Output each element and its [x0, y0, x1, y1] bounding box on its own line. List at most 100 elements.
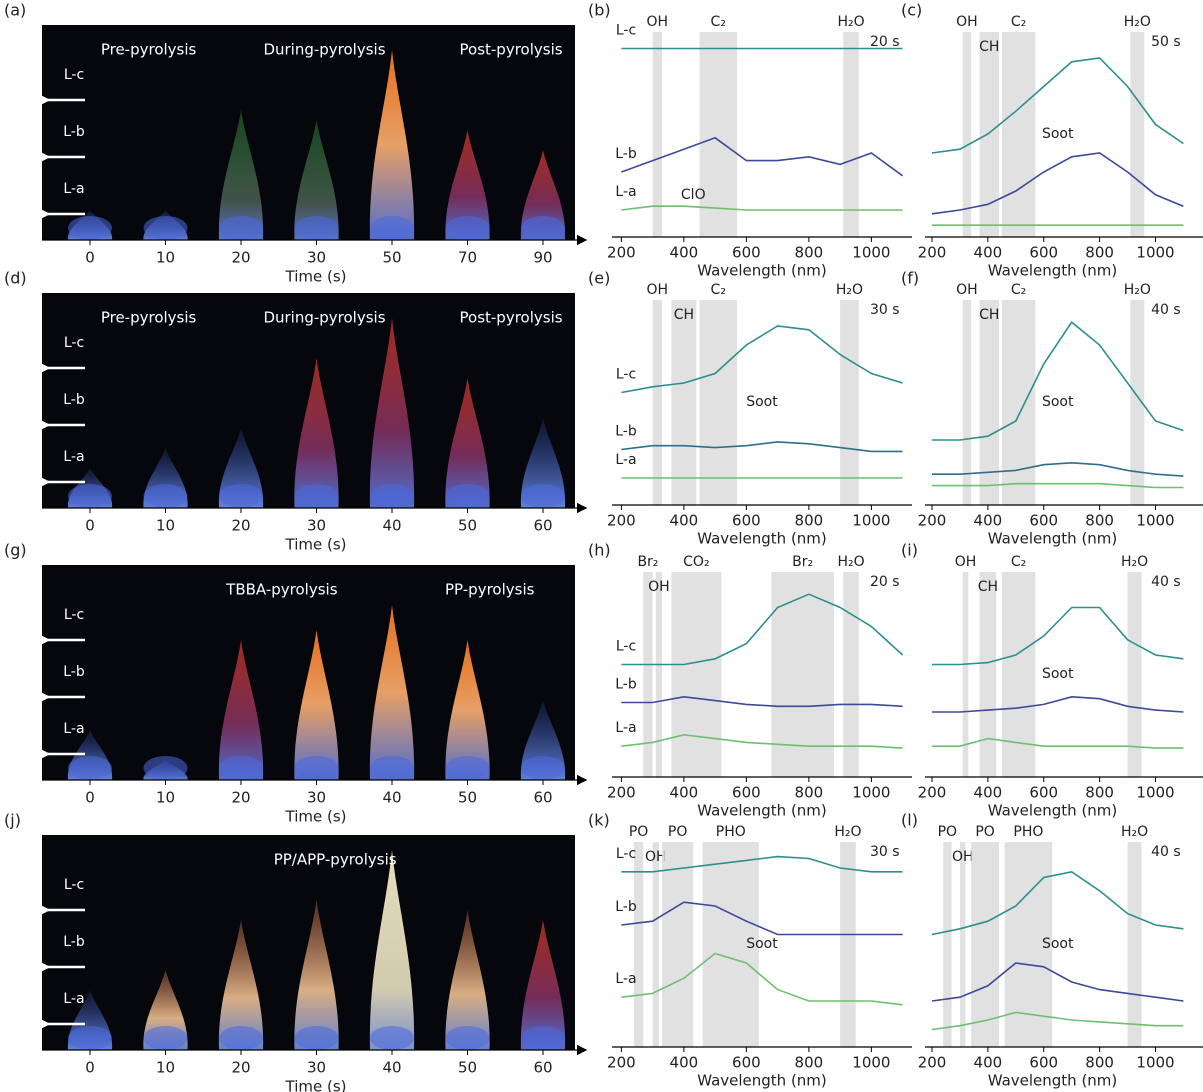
band-label: CH [979, 307, 999, 323]
x-tick-label: 10 [156, 789, 175, 807]
band [633, 842, 644, 1047]
x-tick-label: 10 [156, 1059, 175, 1077]
panel-label: (h) [588, 541, 611, 560]
flame-base [521, 216, 565, 240]
time-label: 20 s [870, 34, 900, 50]
flame-base [521, 1026, 565, 1050]
time-label: 30 s [870, 302, 900, 318]
x-tick-label: 600 [732, 784, 761, 802]
x-tick-label: 800 [1085, 512, 1114, 530]
level-label: L-c [64, 607, 84, 623]
panel-label: (e) [588, 269, 610, 288]
spectrum [621, 136, 904, 177]
level-label: L-a [63, 721, 84, 737]
x-tick-label: 1000 [852, 784, 890, 802]
x-axis-label: Wavelength (nm) [988, 530, 1118, 548]
x-tick-label: 60 [533, 517, 552, 535]
band [702, 842, 759, 1047]
band-label: PO [668, 824, 687, 840]
band-label: H₂O [1124, 282, 1151, 298]
flame-base [219, 484, 263, 508]
band-label: OH [956, 282, 978, 298]
flame-base [445, 756, 490, 780]
flame [218, 640, 264, 780]
band-label: OH [956, 14, 978, 30]
flame-base [68, 756, 112, 780]
series-label: L-a [615, 184, 636, 200]
annotation: Soot [746, 936, 778, 952]
x-axis-label: Wavelength (nm) [697, 530, 827, 548]
x-tick-label: 70 [458, 249, 477, 267]
x-tick-label: 400 [670, 244, 699, 262]
x-tick-label: 200 [918, 784, 947, 802]
spectrum [621, 325, 903, 394]
level-label: L-c [64, 877, 84, 893]
band [652, 842, 659, 1047]
flame-base [143, 756, 188, 780]
x-tick-label: 60 [533, 789, 552, 807]
flame [445, 640, 490, 780]
flame-base [68, 484, 112, 508]
flame-base [370, 756, 414, 780]
x-tick-label: 600 [732, 244, 761, 262]
band-label: CH [979, 39, 999, 55]
band [699, 32, 737, 237]
band-label: Br₂ [637, 554, 658, 570]
band-label: H₂O [1121, 824, 1148, 840]
series-label: L-b [615, 677, 637, 693]
band-label: PHO [716, 824, 746, 840]
panel-label: (l) [901, 811, 918, 830]
x-tick-label: 400 [974, 784, 1003, 802]
flame [445, 910, 490, 1050]
x-tick-label: 20 [231, 1059, 250, 1077]
spectrum [621, 695, 903, 708]
band [699, 300, 737, 505]
level-label: L-b [63, 934, 85, 950]
x-tick-label: 1000 [852, 512, 890, 530]
spectrum [932, 606, 1184, 666]
flame-base [521, 756, 565, 780]
panel-title: During-pyrolysis [263, 41, 385, 59]
flame [369, 605, 415, 780]
level-label: L-b [63, 124, 85, 140]
flame [369, 50, 415, 240]
x-tick-label: 400 [670, 784, 699, 802]
x-axis-label: Time (s) [285, 808, 347, 826]
x-tick-label: 600 [1029, 244, 1058, 262]
flame [294, 358, 339, 508]
band [1130, 300, 1145, 505]
x-tick-label: 10 [156, 517, 175, 535]
band-label: C₂ [711, 14, 726, 30]
panel-title: PP-pyrolysis [445, 581, 535, 599]
band [840, 300, 859, 505]
band [1001, 572, 1036, 777]
flame-base [370, 216, 414, 240]
x-tick-label: 0 [85, 249, 95, 267]
level-label: L-a [63, 449, 84, 465]
panel-label: (a) [4, 1, 26, 20]
x-tick-label: 200 [918, 244, 947, 262]
band-label: C₂ [1011, 14, 1026, 30]
x-tick-label: 30 [307, 249, 326, 267]
time-label: 40 s [1151, 844, 1181, 860]
spectrum [932, 737, 1184, 749]
spectrum [932, 482, 1184, 489]
flame-base [68, 216, 112, 240]
band [643, 572, 653, 777]
spectrum [621, 205, 903, 211]
band-label: CO₂ [683, 554, 709, 570]
x-tick-label: 200 [607, 1054, 636, 1072]
flame [369, 318, 415, 508]
band-label: H₂O [834, 824, 861, 840]
x-tick-label: 800 [795, 244, 824, 262]
x-tick-label: 200 [918, 512, 947, 530]
spectrum [932, 695, 1184, 713]
x-tick-label: 1000 [852, 1054, 890, 1072]
panel-label: (j) [4, 811, 21, 830]
band [959, 842, 966, 1047]
flame-base [370, 1026, 414, 1050]
flame-base [445, 1026, 490, 1050]
band [962, 572, 969, 777]
band-label: CH [674, 307, 694, 323]
x-tick-label: 20 [231, 789, 250, 807]
